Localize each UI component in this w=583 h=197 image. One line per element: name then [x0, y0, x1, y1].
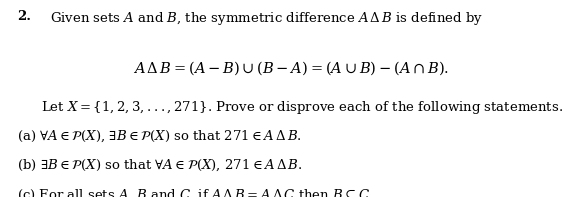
Text: (c) For all sets $A$, $B$ and $C$, if $A\,\Delta\,B = A\,\Delta\,C$ then $B \sub: (c) For all sets $A$, $B$ and $C$, if $A… [17, 187, 374, 197]
Text: Let $X = \{1, 2, 3, ..., 271\}$. Prove or disprove each of the following stateme: Let $X = \{1, 2, 3, ..., 271\}$. Prove o… [41, 98, 563, 115]
Text: (a) $\forall A \in \mathcal{P}(X)$, $\exists B \in \mathcal{P}(X)$ so that $271 : (a) $\forall A \in \mathcal{P}(X)$, $\ex… [17, 128, 303, 144]
Text: Given sets $A$ and $B$, the symmetric difference $A\,\Delta\,B$ is defined by: Given sets $A$ and $B$, the symmetric di… [50, 10, 483, 27]
Text: (b) $\exists B \in \mathcal{P}(X)$ so that $\forall A \in \mathcal{P}(X)$, $271 : (b) $\exists B \in \mathcal{P}(X)$ so th… [17, 158, 303, 173]
Text: $A\,\Delta\,B = (A - B) \cup (B - A) = (A \cup B) - (A \cap B).$: $A\,\Delta\,B = (A - B) \cup (B - A) = (… [134, 59, 449, 77]
Text: 2.: 2. [17, 10, 31, 23]
